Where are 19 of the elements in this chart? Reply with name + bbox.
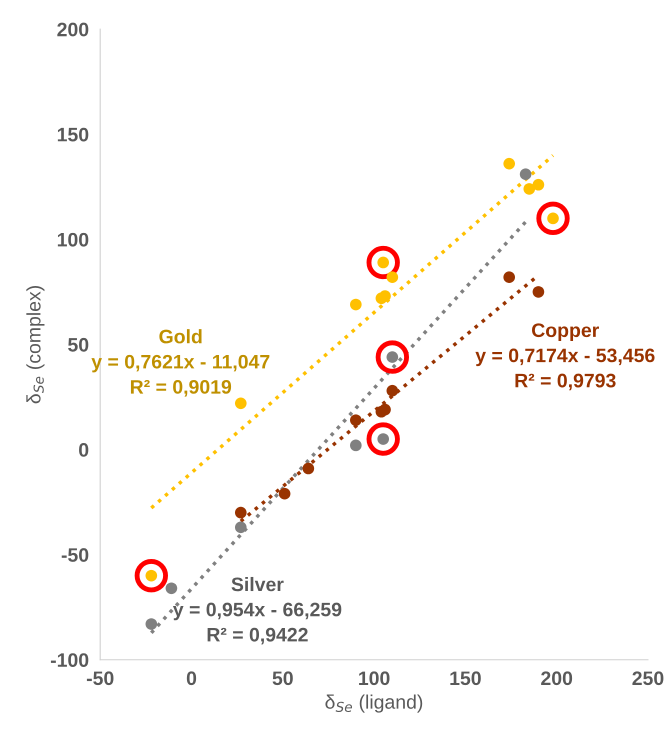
y-tick-label: 150 <box>58 128 88 142</box>
annotation: Silver y = 0,954x - 66,259 R² = 0,9422 <box>172 576 342 644</box>
y-tick-label: 200 <box>57 22 88 36</box>
x-tick-label: 250 <box>632 671 664 686</box>
y-tick-label: -100 <box>50 653 88 667</box>
x-tick-label: 0 <box>186 671 196 686</box>
y-axis-title: δ$_{Se}$ (complex) <box>26 286 44 404</box>
x-tick-label: 100 <box>359 671 390 686</box>
y-tick-label: 100 <box>58 232 88 247</box>
annotation: Copper y = 0,7174x - 53,456 R² = 0,9793 <box>475 323 655 390</box>
x-tick-label: -50 <box>86 671 114 686</box>
x-tick-label: 200 <box>541 671 572 686</box>
y-tick-label: -50 <box>62 548 88 562</box>
x-tick-label: 50 <box>272 671 293 686</box>
x-axis-title: δ$_{Se}$ (ligand) <box>325 694 422 713</box>
y-tick-label: 0 <box>79 443 88 457</box>
y-tick-label: 50 <box>68 338 88 352</box>
annotation: Gold y = 0,7621x - 11,047 R² = 0,9019 <box>91 329 270 397</box>
x-tick-label: 150 <box>450 671 481 686</box>
